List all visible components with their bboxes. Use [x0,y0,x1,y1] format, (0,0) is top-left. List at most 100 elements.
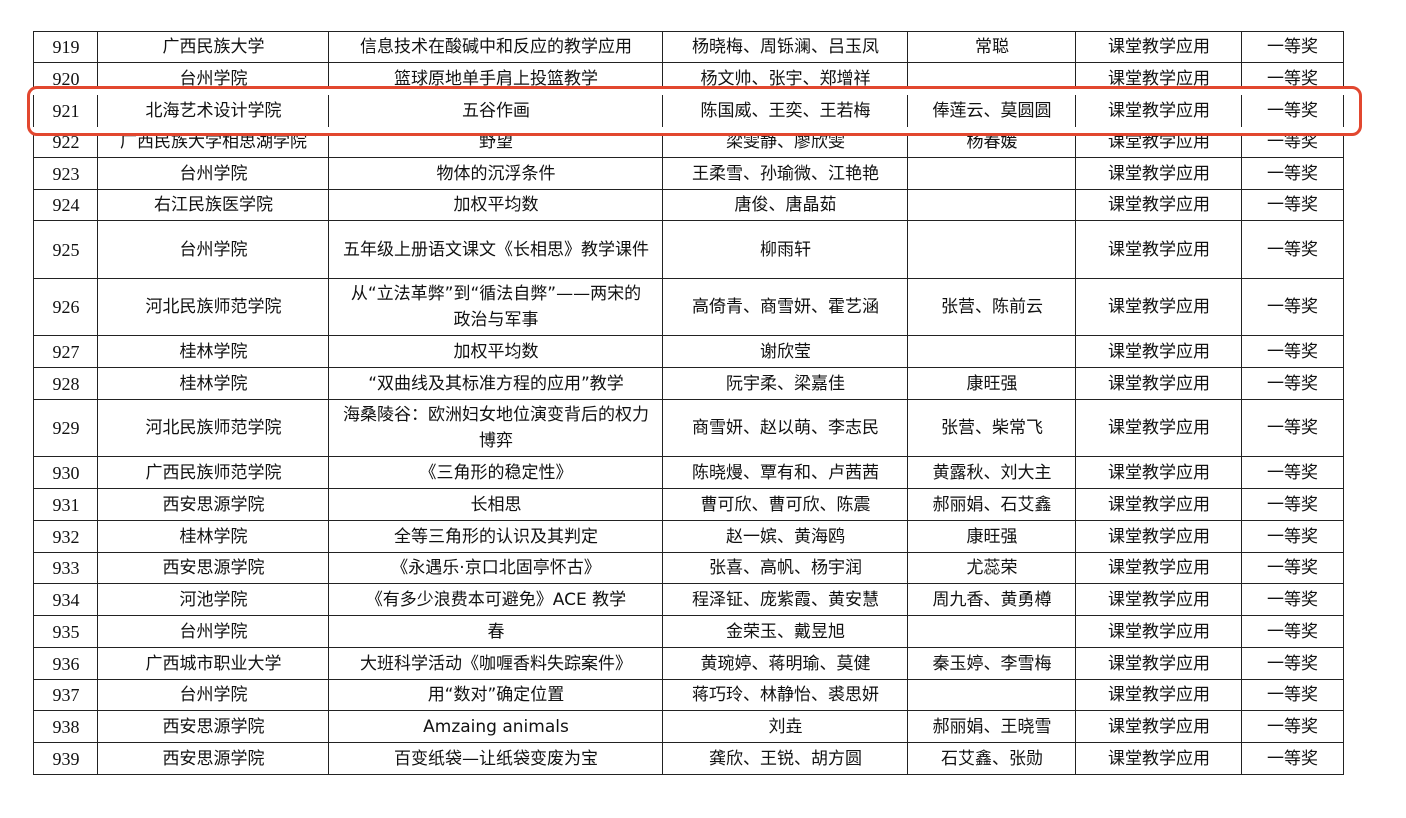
table-cell: 课堂教学应用 [1075,63,1242,94]
table-cell: 杨文帅、张宇、郑增祥 [662,63,908,94]
table-cell: 931 [33,489,98,520]
table-cell: 西安思源学院 [97,489,329,520]
table-cell: 康旺强 [907,521,1076,552]
table-cell: 923 [33,158,98,189]
table-row: 931 西安思源学院 长相思 曹可欣、曹可欣、陈震 郝丽娟、石艾鑫 课堂教学应用 一等奖 [33,489,1344,521]
table-cell: 西安思源学院 [97,743,329,774]
highlight-box: 921 北海艺术设计学院 五谷作画 陈国威、王奕、王若梅 俸莲云、莫圆圆 课堂教学应用 一等… [27,86,1362,136]
table-cell [907,63,1076,94]
table-cell: 陈晓熳、覃有和、卢茜茜 [662,457,908,488]
table-cell: 一等奖 [1241,158,1344,189]
table-cell: 柳雨轩 [662,221,908,278]
table-cell: 课堂教学应用 [1075,584,1242,615]
table-cell: 一等奖 [1241,680,1344,710]
table-cell: 河北民族师范学院 [97,279,329,335]
table-cell: 北海艺术设计学院 [97,95,329,127]
table-row: 929 河北民族师范学院 海桑陵谷：欧洲妇女地位演变背后的权力博弈 商雪妍、赵以萌、李… [33,400,1344,457]
table-cell: 刘垚 [662,711,908,742]
table-cell: 一等奖 [1241,336,1344,367]
table-cell: 一等奖 [1241,648,1344,679]
table-cell: 一等奖 [1241,457,1344,488]
table-cell: 张营、陈前云 [907,279,1076,335]
table-cell: 阮宇柔、梁嘉佳 [662,368,908,399]
table-cell: 924 [33,190,98,220]
table-cell: 长相思 [328,489,663,520]
table-cell: 常聪 [907,32,1076,62]
table-cell: 一等奖 [1241,190,1344,220]
table-cell: 935 [33,616,98,647]
table-cell: 五年级上册语文课文《长相思》教学课件 [328,221,663,278]
table-cell: 《永遇乐·京口北固亭怀古》 [328,553,663,583]
table-cell: 从“立法革弊”到“循法自弊”——两宋的政治与军事 [328,279,663,335]
table-cell [907,190,1076,220]
table-cell: 933 [33,553,98,583]
table-row: 927 桂林学院 加权平均数 谢欣莹 课堂教学应用 一等奖 [33,336,1344,368]
table-cell: 石艾鑫、张勋 [907,743,1076,774]
table-cell: 全等三角形的认识及其判定 [328,521,663,552]
table-cell: 《三角形的稳定性》 [328,457,663,488]
table-cell: 陈国威、王奕、王若梅 [662,95,908,127]
table-cell: 课堂教学应用 [1075,32,1242,62]
table-cell: 925 [33,221,98,278]
table-cell: 用“数对”确定位置 [328,680,663,710]
table-cell: 康旺强 [907,368,1076,399]
table-cell: 台州学院 [97,63,329,94]
table-cell: 野望 [328,127,663,157]
table-cell: 920 [33,63,98,94]
table-cell: 课堂教学应用 [1075,711,1242,742]
table-cell: 王柔雪、孙瑜微、江艳艳 [662,158,908,189]
table-cell: 台州学院 [97,680,329,710]
table-cell: 台州学院 [97,221,329,278]
table-cell: 课堂教学应用 [1075,521,1242,552]
table-cell: 一等奖 [1241,368,1344,399]
table-cell: 919 [33,32,98,62]
table-cell: 春 [328,616,663,647]
table-cell: 梁雯静、廖欣雯 [662,127,908,157]
table-cell: 加权平均数 [328,190,663,220]
table-cell: 信息技术在酸碱中和反应的教学应用 [328,32,663,62]
table-cell: 一等奖 [1241,63,1344,94]
table-cell: 大班科学活动《咖喱香料失踪案件》 [328,648,663,679]
table-cell: 蒋巧玲、林静怡、裘思妍 [662,680,908,710]
table-cell: 程泽钲、庞紫霞、黄安慧 [662,584,908,615]
table-cell: 郝丽娟、石艾鑫 [907,489,1076,520]
table-row: 933 西安思源学院 《永遇乐·京口北固亭怀古》 张喜、高帆、杨宇润 尤蕊荣 课堂教学应用… [33,553,1344,584]
table-cell: 一等奖 [1241,95,1344,127]
table-cell: 俸莲云、莫圆圆 [907,95,1076,127]
table-cell: 高倚青、商雪妍、霍艺涵 [662,279,908,335]
table-cell: 杨春媛 [907,127,1076,157]
table-row: 936 广西城市职业大学 大班科学活动《咖喱香料失踪案件》 黄琬婷、蒋明瑜、莫健 秦玉婷… [33,648,1344,680]
table-cell: 课堂教学应用 [1075,400,1242,456]
table-cell: 课堂教学应用 [1075,648,1242,679]
table-cell: 课堂教学应用 [1075,279,1242,335]
table-cell: 一等奖 [1241,616,1344,647]
table-cell: 926 [33,279,98,335]
table-cell: 课堂教学应用 [1075,368,1242,399]
table-cell: 秦玉婷、李雪梅 [907,648,1076,679]
table-cell: 唐俊、唐晶茹 [662,190,908,220]
table-cell: 张营、柴常飞 [907,400,1076,456]
table-cell: 河北民族师范学院 [97,400,329,456]
table-cell: 曹可欣、曹可欣、陈震 [662,489,908,520]
table-cell: 课堂教学应用 [1075,336,1242,367]
table-cell: 周九香、黄勇樽 [907,584,1076,615]
table-cell: 一等奖 [1241,584,1344,615]
table-cell: 课堂教学应用 [1075,680,1242,710]
table-cell: 张喜、高帆、杨宇润 [662,553,908,583]
table-cell: 一等奖 [1241,743,1344,774]
table-cell: 一等奖 [1241,521,1344,552]
table-row: 930 广西民族师范学院 《三角形的稳定性》 陈晓熳、覃有和、卢茜茜 黄露秋、刘大主 课堂… [33,457,1344,489]
table-cell: 934 [33,584,98,615]
table-cell: 课堂教学应用 [1075,553,1242,583]
table-cell: 西安思源学院 [97,711,329,742]
table-cell: 932 [33,521,98,552]
table-cell: 课堂教学应用 [1075,616,1242,647]
table-cell: 一等奖 [1241,221,1344,278]
table-cell: 一等奖 [1241,127,1344,157]
table-row: 926 河北民族师范学院 从“立法革弊”到“循法自弊”——两宋的政治与军事 高倚青、商… [33,279,1344,336]
table-cell: 929 [33,400,98,456]
table-row: 935 台州学院春金荣玉、戴昱旭 课堂教学应用 一等奖 [33,616,1344,648]
table-cell [907,680,1076,710]
table-cell: 右江民族医学院 [97,190,329,220]
